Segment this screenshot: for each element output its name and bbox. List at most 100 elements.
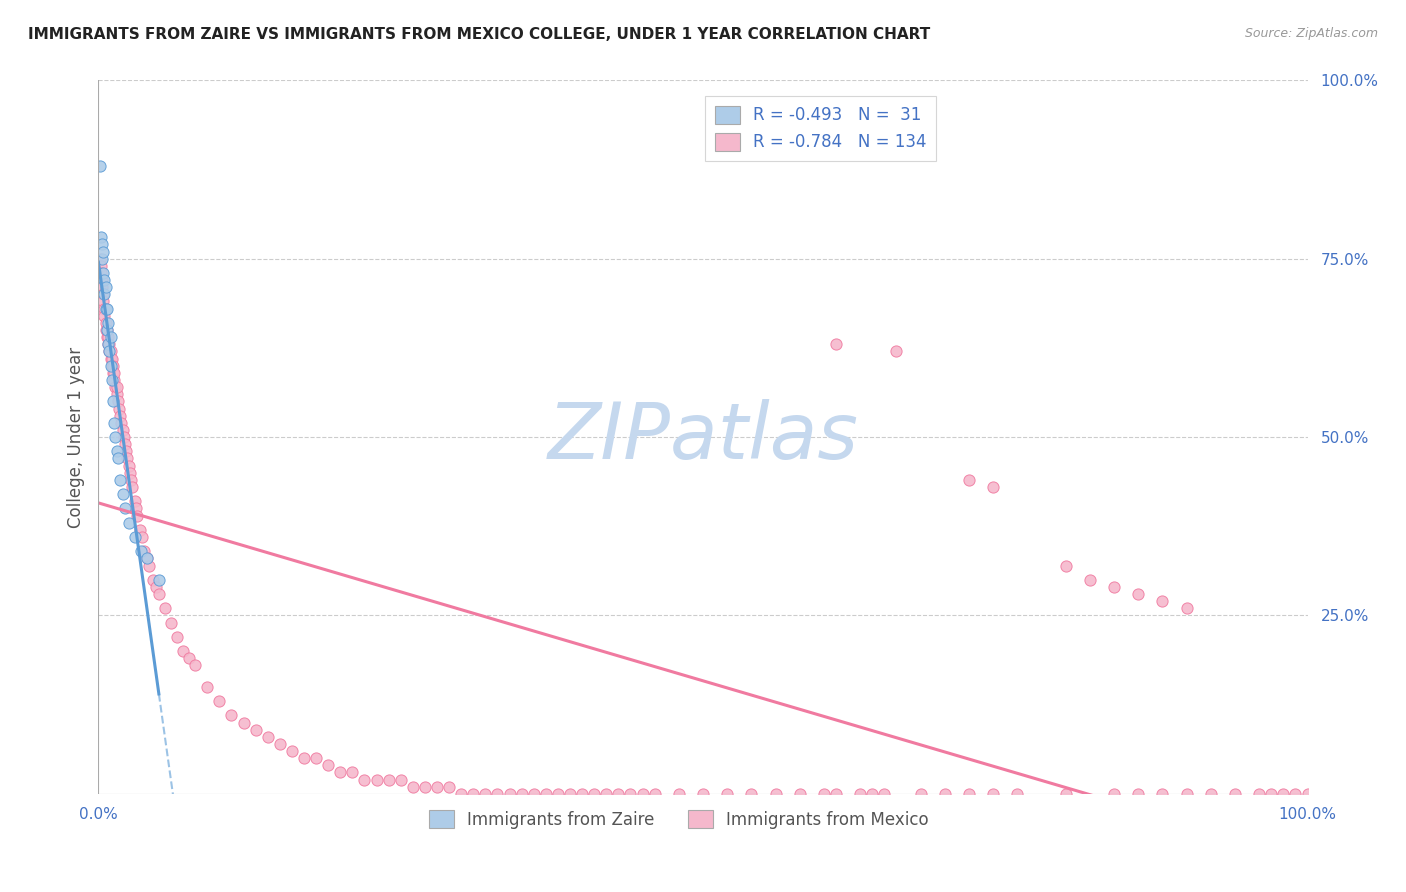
Point — [98, 344, 121, 359]
Point — [91, 273, 114, 287]
Point — [134, 544, 156, 558]
Point — [160, 615, 183, 630]
Point — [316, 758, 339, 772]
Point — [91, 294, 114, 309]
Point — [232, 715, 254, 730]
Point — [148, 587, 170, 601]
Point — [91, 244, 114, 259]
Point — [128, 523, 150, 537]
Point — [1272, 787, 1295, 801]
Point — [498, 787, 520, 801]
Point — [90, 259, 112, 273]
Point — [91, 266, 114, 280]
Point — [89, 252, 111, 266]
Point — [413, 780, 436, 794]
Point — [138, 558, 160, 573]
Point — [172, 644, 194, 658]
Point — [813, 787, 835, 801]
Point — [98, 344, 121, 359]
Point — [1296, 787, 1319, 801]
Point — [100, 330, 122, 344]
Point — [245, 723, 267, 737]
Point — [692, 787, 714, 801]
Point — [631, 787, 654, 801]
Point — [103, 416, 125, 430]
Point — [957, 787, 980, 801]
Point — [118, 466, 141, 480]
Point — [1152, 594, 1174, 608]
Point — [96, 323, 118, 337]
Point — [402, 780, 425, 794]
Point — [101, 359, 124, 373]
Point — [118, 516, 141, 530]
Point — [107, 451, 129, 466]
Text: IMMIGRANTS FROM ZAIRE VS IMMIGRANTS FROM MEXICO COLLEGE, UNDER 1 YEAR CORRELATIO: IMMIGRANTS FROM ZAIRE VS IMMIGRANTS FROM… — [28, 27, 931, 42]
Point — [121, 480, 143, 494]
Point — [849, 787, 872, 801]
Point — [118, 458, 141, 473]
Point — [127, 508, 149, 523]
Point — [104, 380, 127, 394]
Point — [607, 787, 630, 801]
Point — [96, 323, 118, 337]
Point — [166, 630, 188, 644]
Point — [93, 287, 115, 301]
Point — [107, 394, 129, 409]
Point — [450, 787, 472, 801]
Point — [269, 737, 291, 751]
Point — [292, 751, 315, 765]
Point — [89, 159, 111, 173]
Point — [256, 730, 278, 744]
Point — [94, 280, 117, 294]
Point — [281, 744, 304, 758]
Point — [437, 780, 460, 794]
Point — [142, 573, 165, 587]
Point — [97, 316, 120, 330]
Point — [957, 473, 980, 487]
Point — [534, 787, 557, 801]
Point — [208, 694, 231, 708]
Point — [377, 772, 399, 787]
Point — [595, 787, 617, 801]
Point — [124, 530, 146, 544]
Point — [131, 530, 153, 544]
Point — [825, 337, 848, 351]
Point — [860, 787, 883, 801]
Point — [148, 573, 170, 587]
Point — [125, 501, 148, 516]
Point — [1284, 787, 1306, 801]
Point — [112, 430, 135, 444]
Point — [1249, 787, 1271, 801]
Point — [644, 787, 666, 801]
Point — [873, 787, 896, 801]
Point — [93, 301, 115, 316]
Point — [110, 416, 132, 430]
Point — [1152, 787, 1174, 801]
Point — [510, 787, 533, 801]
Point — [474, 787, 496, 801]
Point — [619, 787, 641, 801]
Point — [1054, 558, 1077, 573]
Point — [91, 252, 114, 266]
Point — [124, 494, 146, 508]
Point — [93, 273, 115, 287]
Point — [789, 787, 811, 801]
Y-axis label: College, Under 1 year: College, Under 1 year — [66, 346, 84, 528]
Point — [120, 473, 142, 487]
Point — [114, 501, 136, 516]
Point — [105, 387, 128, 401]
Point — [101, 366, 124, 380]
Point — [426, 780, 449, 794]
Point — [547, 787, 569, 801]
Point — [1128, 787, 1150, 801]
Text: Source: ZipAtlas.com: Source: ZipAtlas.com — [1244, 27, 1378, 40]
Point — [100, 359, 122, 373]
Point — [96, 301, 118, 316]
Point — [114, 437, 136, 451]
Point — [389, 772, 412, 787]
Point — [97, 330, 120, 344]
Point — [108, 409, 131, 423]
Point — [145, 580, 167, 594]
Point — [97, 337, 120, 351]
Point — [108, 401, 131, 416]
